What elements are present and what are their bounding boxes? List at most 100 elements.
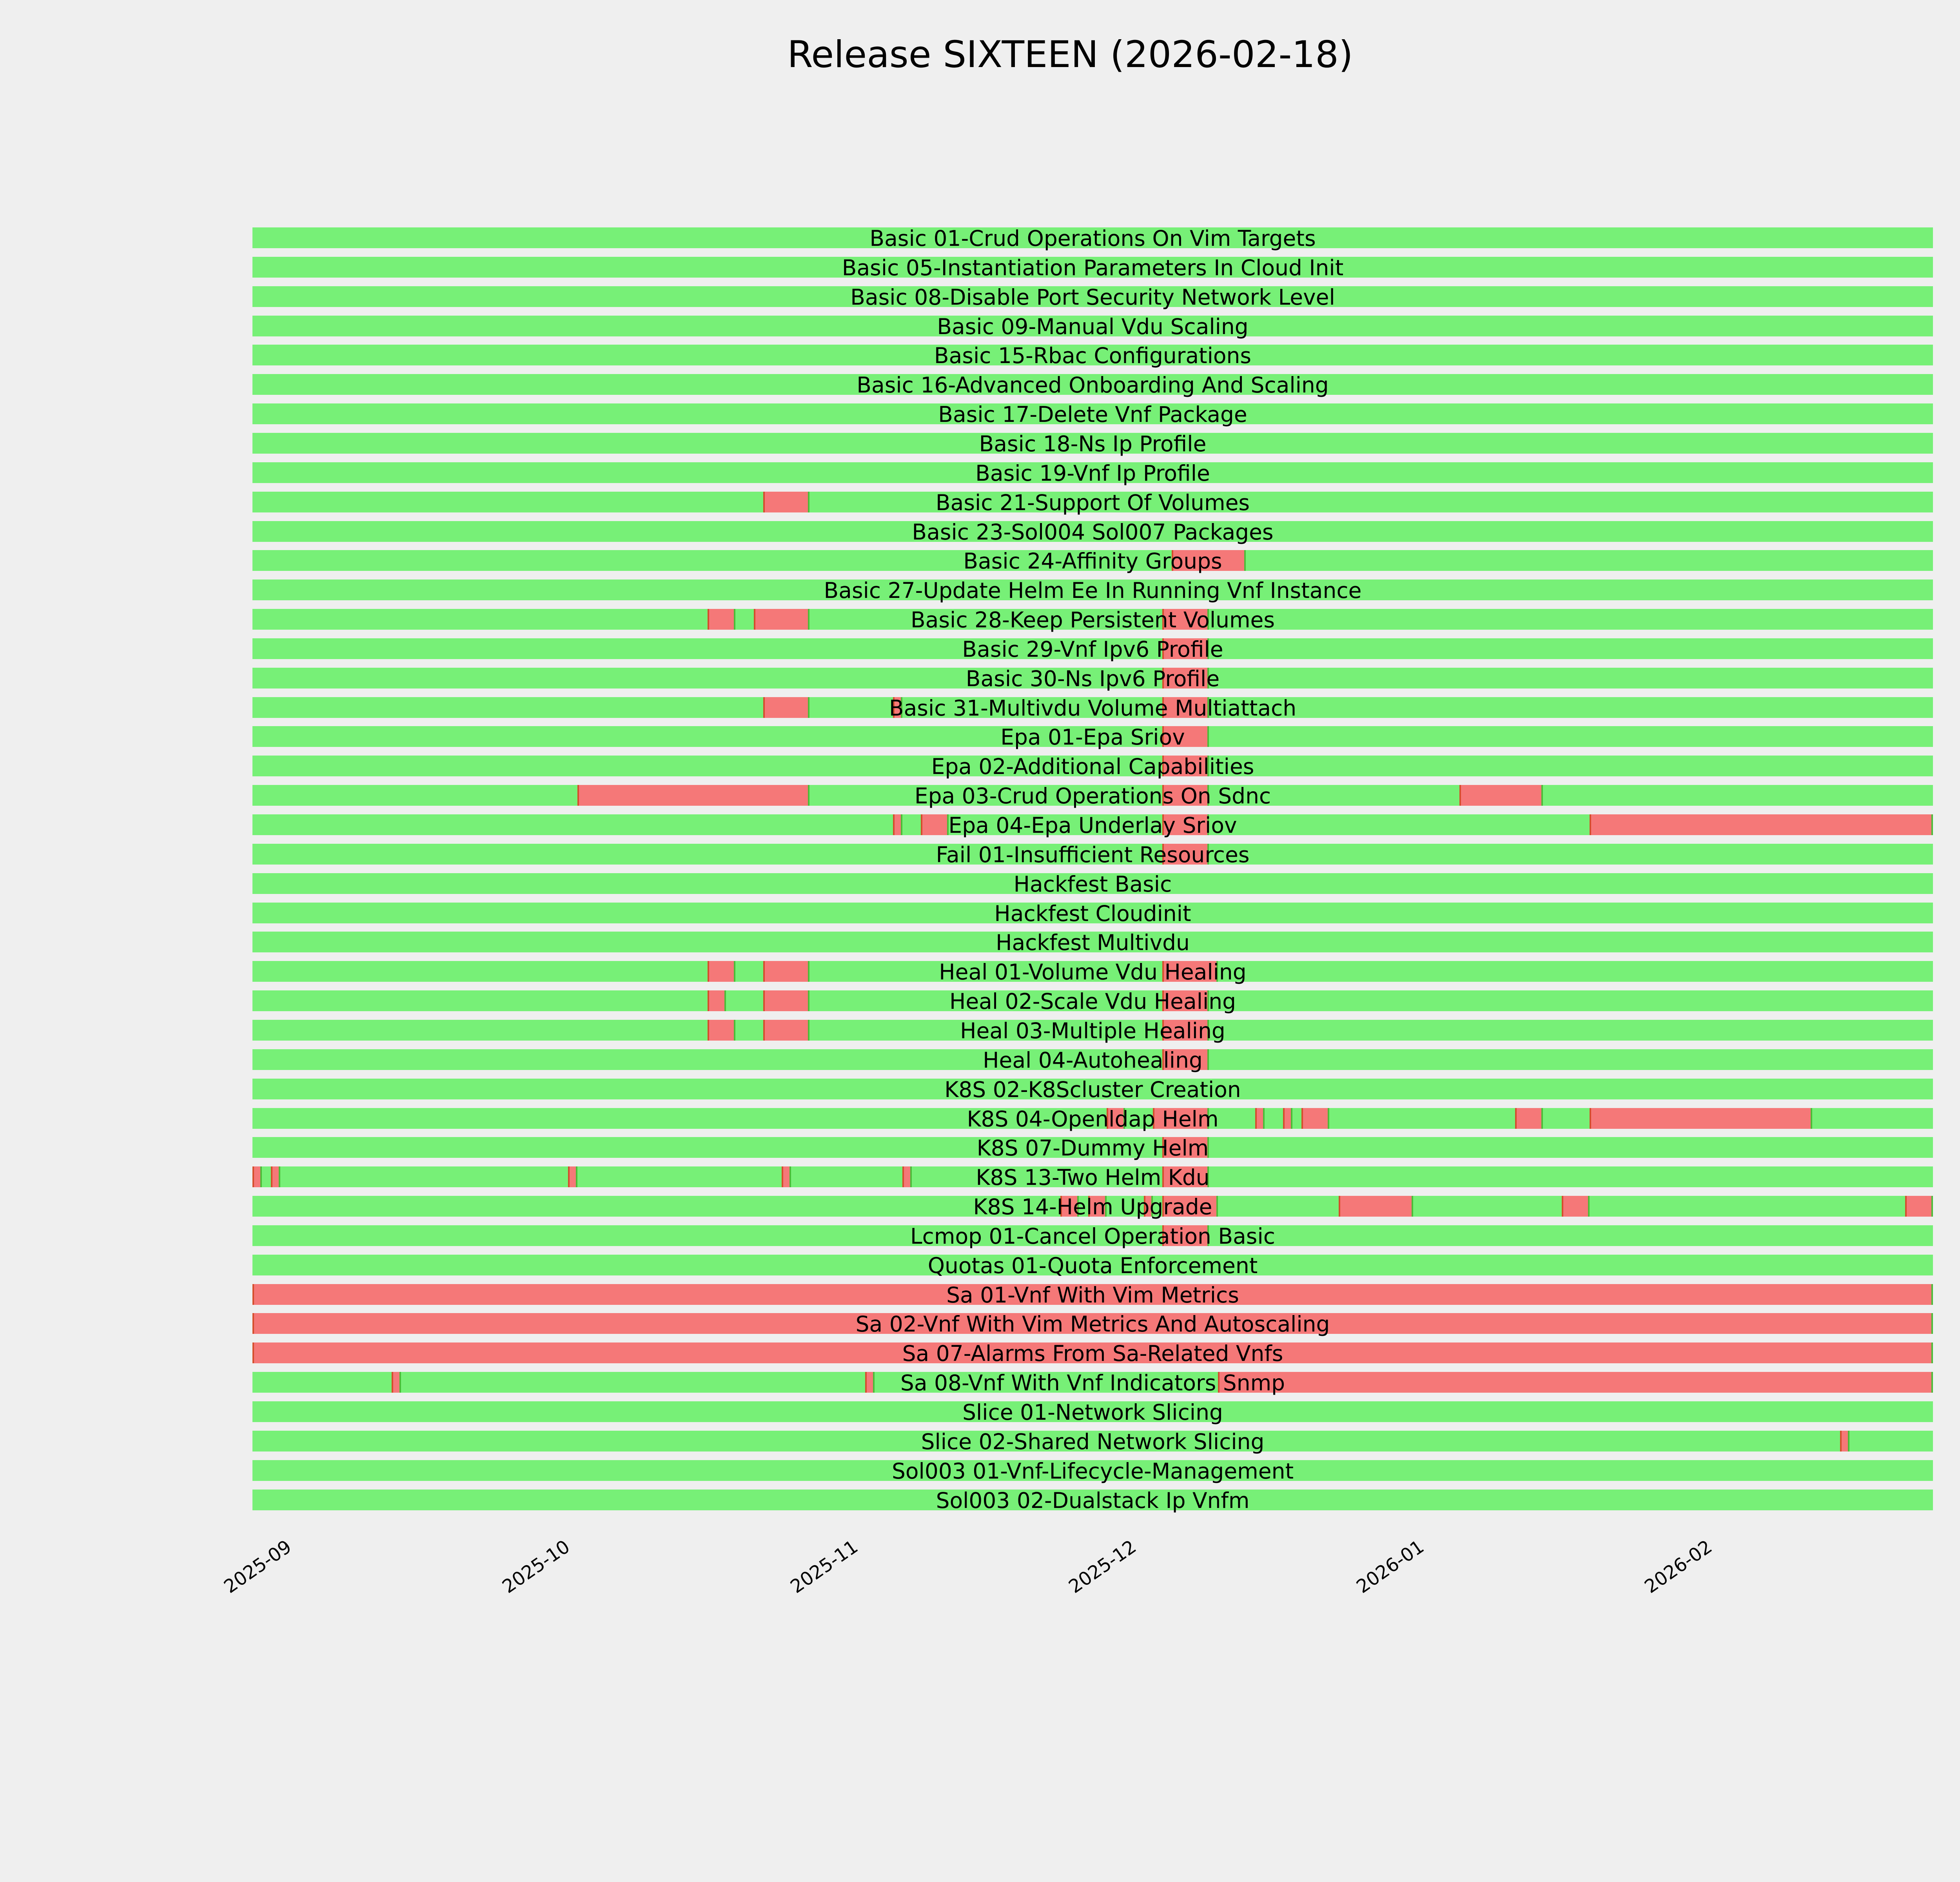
timeline-row: Basic 18-Ns Ip Profile (252, 432, 1933, 455)
pass-track (252, 843, 1933, 865)
pass-track (252, 726, 1933, 747)
fail-segment (1162, 609, 1209, 630)
pass-track (252, 462, 1933, 483)
pass-track (252, 374, 1933, 395)
fail-segment (577, 785, 810, 806)
timeline-row: Basic 30-Ns Ipv6 Profile (252, 667, 1933, 690)
fail-segment (1162, 638, 1209, 659)
pass-track (252, 521, 1933, 542)
fail-segment (1162, 1049, 1209, 1070)
pass-track (252, 1108, 1933, 1129)
fail-segment (1060, 1196, 1079, 1217)
fail-segment (753, 609, 810, 630)
pass-track (252, 1078, 1933, 1099)
fail-segment (252, 1166, 262, 1188)
timeline-row: Basic 17-Delete Vnf Package (252, 403, 1933, 425)
fail-segment (1143, 1196, 1153, 1217)
fail-segment (1162, 1225, 1209, 1246)
timeline-row: Epa 02-Additional Capabilities (252, 756, 1933, 778)
fail-segment (921, 814, 949, 835)
timeline-row: K8S 04-Openldap Helm (252, 1108, 1933, 1130)
pass-track (252, 1342, 1933, 1364)
pass-track (252, 1019, 1933, 1041)
timeline-row: Basic 15-Rbac Configurations (252, 345, 1933, 367)
timeline-row: Slice 01-Network Slicing (252, 1401, 1933, 1423)
timeline-row: Heal 01-Volume Vdu Healing (252, 961, 1933, 983)
pass-track (252, 1166, 1933, 1188)
timeline-row: Basic 27-Update Helm Ee In Running Vnf I… (252, 579, 1933, 601)
pass-track (252, 403, 1933, 425)
fail-segment (763, 491, 810, 512)
fail-segment (252, 1284, 1933, 1305)
pass-track (252, 491, 1933, 512)
pass-track (252, 1196, 1933, 1217)
x-tick-label: 2025-09 (220, 1536, 296, 1598)
pass-track (252, 1225, 1933, 1246)
pass-track (252, 579, 1933, 601)
pass-track (252, 961, 1933, 982)
fail-segment (893, 814, 902, 835)
fail-segment (782, 1166, 791, 1188)
fail-segment (707, 961, 735, 982)
fail-segment (1589, 1108, 1813, 1129)
pass-track (252, 550, 1933, 571)
fail-segment (1162, 1019, 1209, 1041)
fail-segment (865, 1372, 875, 1393)
fail-segment (707, 990, 726, 1012)
timeline-row: Heal 02-Scale Vdu Healing (252, 990, 1933, 1012)
timeline-row: K8S 14-Helm Upgrade (252, 1196, 1933, 1218)
pass-track (252, 902, 1933, 923)
fail-segment (1162, 785, 1209, 806)
pass-track (252, 227, 1933, 248)
fail-segment (763, 990, 810, 1012)
fail-segment (1088, 1196, 1107, 1217)
timeline-row: Basic 05-Instantiation Parameters In Clo… (252, 256, 1933, 279)
fail-segment (568, 1166, 577, 1188)
pass-track (252, 315, 1933, 336)
fail-segment (1162, 990, 1209, 1012)
timeline-row: Basic 16-Advanced Onboarding And Scaling (252, 374, 1933, 396)
fail-segment (1162, 1137, 1209, 1158)
pass-track (252, 873, 1933, 894)
timeline-row: Sol003 01-Vnf-Lifecycle-Management (252, 1460, 1933, 1482)
timeline-row: Sa 01-Vnf With Vim Metrics (252, 1284, 1933, 1306)
fail-segment (271, 1166, 281, 1188)
fail-segment (1339, 1196, 1413, 1217)
fail-segment (763, 697, 810, 718)
fail-segment (1162, 843, 1209, 865)
x-tick-label: 2026-02 (1641, 1536, 1716, 1598)
fail-segment (763, 961, 810, 982)
fail-segment (1162, 667, 1209, 688)
timeline-row: Fail 01-Insufficient Resources (252, 843, 1933, 866)
timeline-row: Sa 08-Vnf With Vnf Indicators Snmp (252, 1372, 1933, 1394)
timeline-row: Heal 04-Autohealing (252, 1049, 1933, 1071)
timeline-row: Epa 01-Epa Sriov (252, 726, 1933, 748)
fail-segment (1153, 1108, 1209, 1129)
fail-segment (1107, 1108, 1125, 1129)
pass-track (252, 932, 1933, 953)
timeline-row: Lcmop 01-Cancel Operation Basic (252, 1225, 1933, 1247)
pass-track (252, 785, 1933, 806)
fail-segment (707, 1019, 735, 1041)
fail-segment (1255, 1108, 1265, 1129)
timeline-row: Basic 28-Keep Persistent Volumes (252, 609, 1933, 631)
pass-track (252, 609, 1933, 630)
timeline-row: Epa 04-Epa Underlay Sriov (252, 814, 1933, 836)
pass-track (252, 286, 1933, 307)
x-tick-label: 2026-01 (1352, 1536, 1428, 1598)
pass-track (252, 638, 1933, 659)
pass-track (252, 1489, 1933, 1510)
timeline-row: Sa 07-Alarms From Sa-Related Vnfs (252, 1342, 1933, 1364)
fail-segment (392, 1372, 401, 1393)
fail-segment (1171, 550, 1246, 571)
fail-segment (902, 1166, 912, 1188)
pass-track (252, 1137, 1933, 1158)
pass-track (252, 697, 1933, 718)
timeline-row: K8S 07-Dummy Helm (252, 1137, 1933, 1159)
timeline-row: Hackfest Basic (252, 873, 1933, 895)
pass-track (252, 1049, 1933, 1070)
pass-track (252, 1401, 1933, 1422)
fail-segment (1162, 1196, 1218, 1217)
fail-segment (1515, 1108, 1543, 1129)
